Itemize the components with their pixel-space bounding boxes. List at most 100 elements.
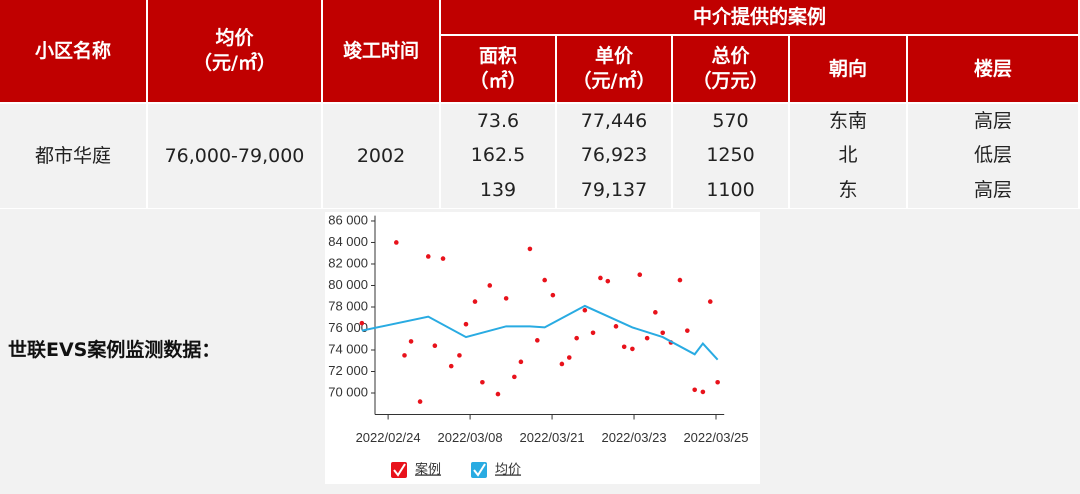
point xyxy=(518,359,524,365)
point xyxy=(677,277,683,283)
case-cell: 1250 xyxy=(673,139,790,172)
header-name: 单价 xyxy=(594,45,633,68)
y-tick-label: 70 000 xyxy=(328,384,368,399)
header-name: 均价 xyxy=(215,27,254,50)
point xyxy=(637,272,643,278)
header-name: 面积 xyxy=(478,45,517,68)
point xyxy=(359,320,365,326)
case-cell: 1100 xyxy=(673,172,790,208)
point xyxy=(480,379,485,385)
point xyxy=(700,389,706,395)
point xyxy=(630,346,635,352)
header-name: 楼层 xyxy=(973,57,1012,80)
x-tick-label: 2022/03/08 xyxy=(438,430,503,445)
header-unit: （元/㎡） xyxy=(572,70,656,92)
project-name: 都市华庭 xyxy=(0,104,148,208)
y-tick-label: 86 000 xyxy=(328,212,368,227)
case-cell: 76,923 xyxy=(557,139,673,172)
point xyxy=(685,328,690,333)
column-header: 均价 （元/㎡） xyxy=(148,0,323,104)
y-tick-label: 74 000 xyxy=(328,341,368,356)
legend-check xyxy=(393,463,406,477)
point xyxy=(503,296,509,301)
case-cell: 高层 xyxy=(908,104,1080,139)
case-cell: 73.6 xyxy=(441,104,557,139)
case-cell: 162.5 xyxy=(441,139,557,172)
header-name: 小区名称 xyxy=(34,39,111,62)
case-cell: 77,446 xyxy=(557,104,673,139)
project-price: 76,000-79,000 xyxy=(148,104,323,208)
column-header: 楼层 xyxy=(908,36,1080,104)
point xyxy=(463,321,469,327)
point xyxy=(590,330,596,336)
legend-check xyxy=(473,463,486,477)
point xyxy=(448,363,454,369)
avg-line xyxy=(361,304,719,361)
point xyxy=(512,374,517,380)
x-tick-label: 2022/03/25 xyxy=(683,430,748,445)
header-unit: （元/㎡） xyxy=(193,52,276,74)
legend-label: 案例 xyxy=(415,461,441,476)
column-header: 小区名称 xyxy=(0,0,148,104)
point xyxy=(432,343,438,348)
header-name: 竣工时间 xyxy=(342,39,419,62)
point xyxy=(660,330,666,336)
point xyxy=(402,353,407,358)
group-header: 中介提供的案例 xyxy=(441,0,1080,36)
case-cell: 570 xyxy=(673,104,790,139)
y-tick-label: 72 000 xyxy=(328,363,368,378)
chart: 70 000 72 000 74 000 76 000 78 000 80 000 82 0… xyxy=(325,212,760,484)
point xyxy=(692,387,697,393)
y-tick-label: 84 000 xyxy=(328,234,368,249)
point xyxy=(408,339,414,344)
header-unit: （万元） xyxy=(692,70,769,92)
point xyxy=(550,292,556,298)
column-header: 单价 （元/㎡） xyxy=(557,36,673,104)
header-unit: （㎡） xyxy=(469,70,527,92)
point xyxy=(559,361,565,367)
case-cell: 高层 xyxy=(908,172,1080,208)
point xyxy=(417,399,423,404)
case-cell: 79,137 xyxy=(557,172,673,208)
point xyxy=(621,344,627,350)
case-cell: 东南 xyxy=(790,104,908,139)
x-tick-label: 2022/03/21 xyxy=(520,430,585,445)
point xyxy=(440,256,446,261)
point xyxy=(653,310,658,315)
y-tick-label: 78 000 xyxy=(328,298,368,313)
point xyxy=(707,299,713,304)
y-tick-label: 80 000 xyxy=(328,277,368,292)
column-header: 总价 （万元） xyxy=(673,36,790,104)
point xyxy=(425,254,431,259)
case-cell: 东 xyxy=(790,172,908,208)
point xyxy=(394,240,399,245)
point xyxy=(472,299,478,304)
column-header: 朝向 xyxy=(790,36,908,104)
point xyxy=(644,335,650,341)
column-header: 竣工时间 xyxy=(323,0,441,104)
point xyxy=(527,246,533,252)
point xyxy=(495,391,501,397)
case-cell: 139 xyxy=(441,172,557,208)
x-tick-label: 2022/03/23 xyxy=(601,430,666,445)
point xyxy=(582,307,588,313)
y-tick-label: 82 000 xyxy=(328,255,368,270)
project-year: 2002 xyxy=(323,104,441,208)
column-header: 面积 （㎡） xyxy=(441,36,557,104)
point xyxy=(487,283,493,288)
point xyxy=(457,353,462,358)
x-tick-label: 2022/02/24 xyxy=(356,430,421,445)
case-cell: 低层 xyxy=(908,139,1080,172)
legend-label: 均价 xyxy=(495,461,521,476)
y-tick-label: 76 000 xyxy=(328,320,368,335)
case-cell: 北 xyxy=(790,139,908,172)
point xyxy=(535,338,540,343)
footer-label: 世联EVS案例监测数据： xyxy=(8,338,221,361)
point xyxy=(605,278,611,284)
point xyxy=(598,275,603,281)
header-name: 总价 xyxy=(711,45,750,68)
point xyxy=(566,355,572,360)
point xyxy=(574,335,579,341)
point xyxy=(715,379,720,385)
